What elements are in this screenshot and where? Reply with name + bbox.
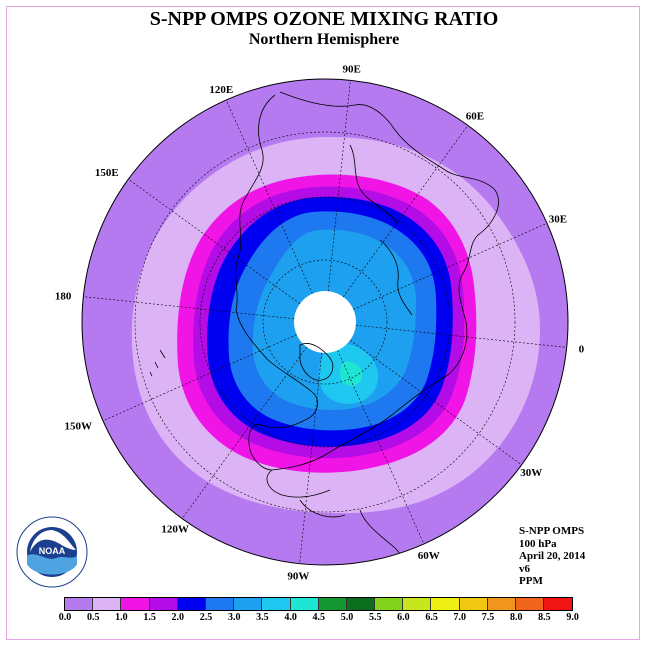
colorbar-tick-label: 0.5 [86,612,100,623]
meridian-line [83,296,295,320]
colorbar-tick-label: 8.5 [538,612,551,623]
longitude-label-90e: 90E [342,63,360,75]
colorbar-tick-label: 7.0 [453,612,467,623]
meridian-line [299,352,323,564]
ozone-field [82,79,568,565]
date-label: April 20, 2014 [519,550,586,562]
longitude-label-30e: 30E [549,213,567,225]
colorbar-swatch [346,598,376,610]
colorbar-tick-label: 6.5 [425,612,438,623]
longitude-label-150e: 150E [95,167,119,179]
meridian-line [355,324,567,348]
colorbar-swatch [177,598,206,610]
colorbar-tick-label: 2.5 [199,612,213,623]
polar-no-data-hole [294,291,356,353]
colorbar-swatch [93,598,122,610]
colorbar-swatch [318,598,347,610]
colorbar-tick-label: 0.0 [58,612,72,623]
colorbar-swatch [544,598,573,610]
colorbar-tick-label: 5.0 [340,612,354,623]
colorbar-swatch [403,598,432,610]
longitude-label-0: 0 [579,344,585,356]
colorbar-swatch [121,598,150,610]
map-subtitle: Northern Hemisphere [248,31,400,48]
colorbar-tick-label: 1.0 [115,612,128,623]
colorbar-tick-label: 3.0 [227,612,241,623]
colorbar-tick-label: 3.5 [256,612,269,623]
noaa-logo-icon: NOAA [16,516,88,588]
colorbar-ticks: 0.0 0.5 1.0 1.5 2.0 2.5 3.0 3.5 4.0 4.5 5.0 5.5 6.0 6… [0,612,648,626]
longitude-label-30w: 30W [520,467,542,479]
longitude-label-150w: 150W [65,421,93,433]
longitude-label-90w: 90W [287,571,309,583]
longitude-label-60e: 60E [466,111,484,123]
meridian-line [349,339,522,466]
colorbar-tick-label: 8.0 [509,612,523,623]
meridian-line [353,222,548,310]
meridian-line [128,178,301,305]
meridian-line [337,350,425,545]
meridian-line [342,125,469,298]
colorbar-swatch [290,598,319,610]
coastlines [149,91,499,565]
longitude-label-60w: 60W [418,550,440,562]
map-title: S-NPP OMPS OZONE MIXING RATIO [149,8,499,30]
colorbar-swatch [375,598,404,610]
colorbar-swatch [459,598,488,610]
colorbar-swatch [431,598,460,610]
pressure-level-label: 100 hPa [519,537,557,550]
colorbar-swatch [65,598,94,610]
colorbar-tick-label: 4.0 [284,612,297,623]
figure-frame [6,6,640,640]
meridian-line [102,334,297,422]
graticule [83,80,567,564]
colorbar-swatch [487,598,516,610]
colorbar-swatch [234,598,263,610]
instrument-label: S-NPP OMPS [519,525,585,537]
longitude-label-120e: 120E [209,84,233,96]
colorbar-swatch [149,598,178,610]
colorbar-tick-label: 2.0 [171,612,185,623]
colorbar-swatch [262,598,291,610]
colorbar-tick-label: 6.0 [397,612,410,623]
colorbar-swatch [516,598,545,610]
colorbar-tick-label: 4.5 [312,612,326,623]
noaa-logo-text: NOAA [39,546,66,556]
colorbar-swatch [205,598,235,610]
longitude-label-120w: 120W [161,523,189,535]
units-label: PPM [519,575,543,587]
ozone-band-teal [340,361,363,386]
colorbar-tick-label: 5.5 [368,612,382,623]
colorbar [64,597,574,611]
colorbar-tick-label: 1.5 [143,612,156,623]
meridian-line [225,99,313,294]
info-panel: S-NPP OMPS 100 hPa April 20, 2014 v6 PPM [519,525,585,588]
meridian-line [327,80,351,292]
longitude-label-180: 180 [55,290,72,302]
version-label: v6 [519,562,530,575]
colorbar-tick-label: 7.5 [481,612,495,623]
longitude-labels: 90E 60E 30E 0 30W 60W 90W 120W 150W 180 150E 120E [55,63,585,582]
map-boundary [81,78,569,566]
colorbar-tick-label: 9.0 [566,612,579,623]
meridian-line [181,346,308,519]
